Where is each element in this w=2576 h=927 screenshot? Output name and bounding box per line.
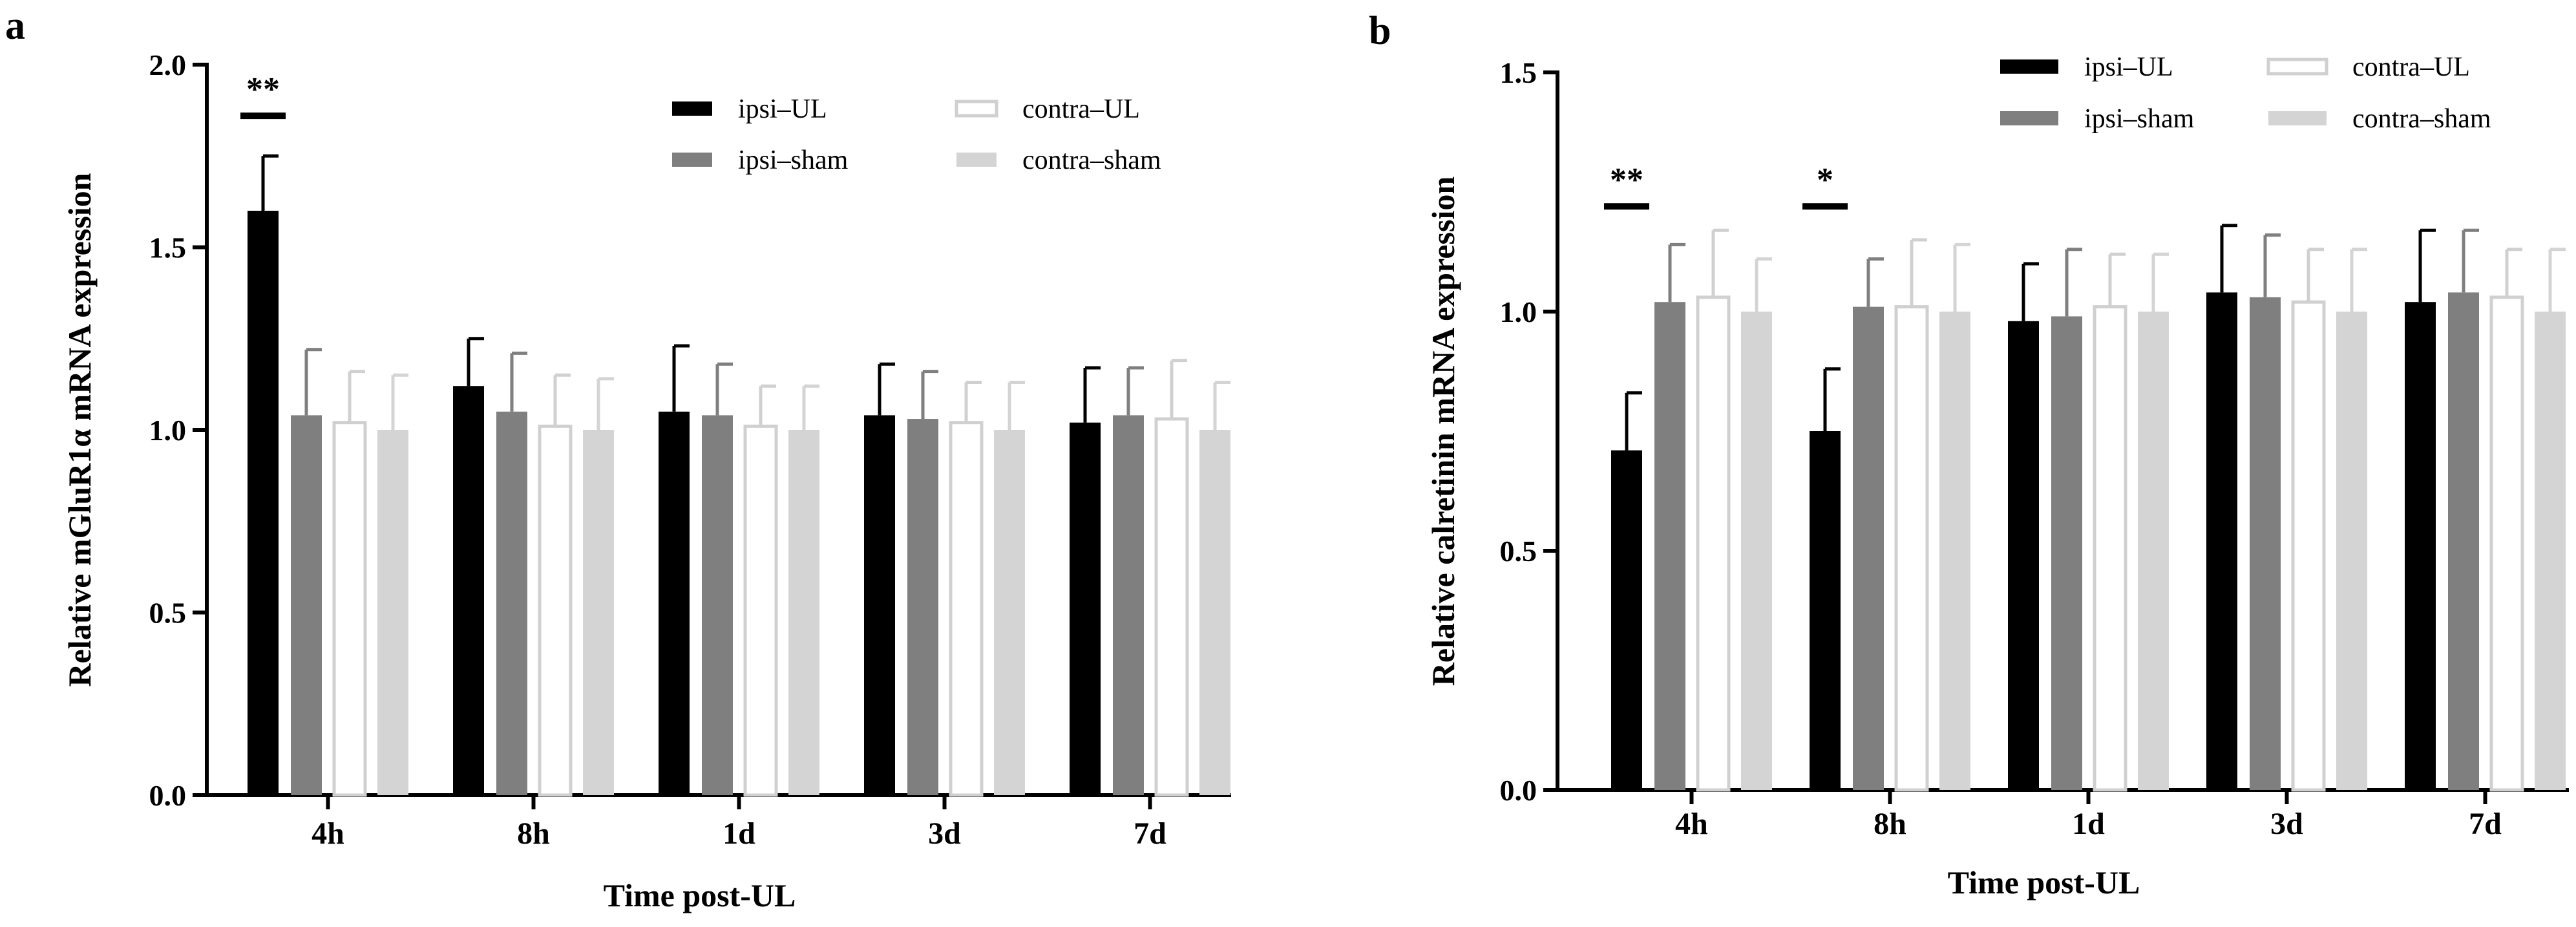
- y-tick-label: 0.0: [1500, 774, 1537, 807]
- bar-contra-sham-7d: [2535, 312, 2566, 790]
- bar-ipsi-sham-3d: [907, 419, 938, 795]
- bar-ipsi-UL-4h: [248, 211, 279, 795]
- legend-swatch-ipsi-UL: [672, 101, 712, 116]
- legend-swatch-ipsi-sham: [672, 153, 712, 167]
- x-tick-label: 1d: [723, 816, 755, 851]
- legend-swatch-contra-sham: [956, 153, 997, 167]
- bar-contra-UL-4h: [1696, 295, 1731, 792]
- legend-label-contra-sham: contra–sham: [2352, 104, 2491, 134]
- x-tick-label: 8h: [1874, 807, 1906, 841]
- bar-ipsi-UL-1d: [659, 411, 690, 795]
- x-tick-label: 7d: [1134, 816, 1167, 851]
- x-tick-label: 3d: [2270, 807, 2303, 841]
- bar-contra-sham-8h: [1939, 312, 1970, 790]
- legend-swatch-contra-UL: [2266, 58, 2328, 76]
- legend-label-contra-UL: contra–UL: [1022, 94, 1140, 124]
- bar-contra-UL-3d: [949, 421, 984, 797]
- legend-swatch-ipsi-sham: [2000, 111, 2058, 125]
- bar-ipsi-sham-4h: [1654, 302, 1685, 790]
- panel-label: b: [1369, 9, 1391, 53]
- y-tick-label: 0.5: [149, 597, 187, 630]
- bar-contra-UL-8h: [538, 424, 573, 797]
- significance-label: **: [246, 71, 280, 108]
- bar-ipsi-UL-3d: [864, 415, 895, 795]
- bar-ipsi-sham-1d: [702, 415, 733, 795]
- legend-label-ipsi-UL: ipsi–UL: [2084, 52, 2173, 82]
- bar-ipsi-sham-1d: [2051, 316, 2082, 790]
- bar-ipsi-sham-8h: [496, 411, 527, 795]
- x-tick-label: 4h: [311, 816, 344, 851]
- x-tick-label: 7d: [2469, 807, 2502, 841]
- legend-label-contra-UL: contra–UL: [2352, 52, 2470, 82]
- bar-contra-sham-4h: [377, 430, 408, 795]
- bar-ipsi-sham-3d: [2250, 297, 2281, 790]
- panel-a-chart: a 0.0 0.5 1.0 1.5 2.0 Relative mGluR1α mRNA ex…: [5, 4, 1231, 913]
- bar-ipsi-sham-4h: [291, 415, 322, 795]
- y-axis-title: Relative calretinin mRNA expression: [1425, 176, 1461, 687]
- panel-label: a: [5, 4, 25, 48]
- legend-label-ipsi-sham: ipsi–sham: [2084, 104, 2195, 134]
- y-tick-label: 2.0: [149, 48, 187, 81]
- legend-label-ipsi-UL: ipsi–UL: [738, 94, 827, 124]
- significance-label: **: [1610, 162, 1643, 198]
- y-tick-label: 1.0: [149, 414, 187, 447]
- bar-ipsi-sham-7d: [2448, 292, 2479, 790]
- bar-contra-sham-1d: [2138, 312, 2169, 790]
- y-tick-label: 1.5: [1500, 56, 1537, 89]
- x-tick-label: 3d: [928, 816, 961, 851]
- legend-swatch-contra-sham: [2268, 111, 2327, 125]
- bar-contra-UL-4h: [332, 421, 367, 797]
- y-axis-title: Relative mGluR1α mRNA expression: [61, 173, 98, 687]
- y-tick-label: 0.5: [1500, 535, 1537, 568]
- bar-ipsi-UL-4h: [1611, 450, 1642, 790]
- bar-contra-sham-3d: [2336, 312, 2367, 790]
- x-axis-title: Time post-UL: [1948, 864, 2140, 900]
- bar-ipsi-UL-8h: [453, 386, 484, 795]
- bar-ipsi-UL-7d: [2405, 302, 2436, 790]
- x-axis-title: Time post-UL: [604, 877, 796, 913]
- legend-label-contra-sham: contra–sham: [1022, 145, 1161, 175]
- bar-ipsi-UL-7d: [1070, 422, 1101, 795]
- bar-contra-sham-8h: [583, 430, 614, 795]
- bar-contra-UL-7d: [1154, 417, 1189, 797]
- significance-label: *: [1817, 162, 1833, 198]
- bar-contra-sham-4h: [1741, 312, 1772, 790]
- y-tick-label: 1.0: [1500, 295, 1537, 328]
- panel-b-chart: b 0.0 0.5 1.0 1.5 Relative calretinin mRNA ex…: [1369, 9, 2569, 900]
- y-tick-label: 1.5: [149, 231, 187, 264]
- bar-ipsi-UL-1d: [2008, 321, 2039, 790]
- legend-label-ipsi-sham: ipsi–sham: [738, 145, 849, 175]
- bar-ipsi-sham-8h: [1853, 306, 1884, 791]
- bar-contra-UL-8h: [1894, 305, 1929, 792]
- bar-contra-sham-3d: [994, 430, 1025, 795]
- bar-ipsi-UL-3d: [2206, 292, 2237, 790]
- x-tick-label: 1d: [2072, 807, 2105, 841]
- bar-contra-sham-1d: [788, 430, 819, 795]
- legend-swatch-ipsi-UL: [2000, 59, 2058, 74]
- bar-ipsi-UL-8h: [1810, 431, 1841, 790]
- bar-contra-sham-7d: [1199, 430, 1230, 795]
- bar-contra-UL-3d: [2291, 300, 2326, 792]
- x-tick-label: 4h: [1675, 807, 1708, 841]
- bar-contra-UL-1d: [2093, 305, 2127, 792]
- bar-ipsi-sham-7d: [1113, 415, 1144, 795]
- bar-contra-UL-7d: [2489, 295, 2524, 792]
- y-tick-label: 0.0: [149, 779, 187, 812]
- x-tick-label: 8h: [517, 816, 550, 851]
- legend-swatch-contra-UL: [955, 100, 998, 118]
- bar-contra-UL-1d: [743, 424, 778, 797]
